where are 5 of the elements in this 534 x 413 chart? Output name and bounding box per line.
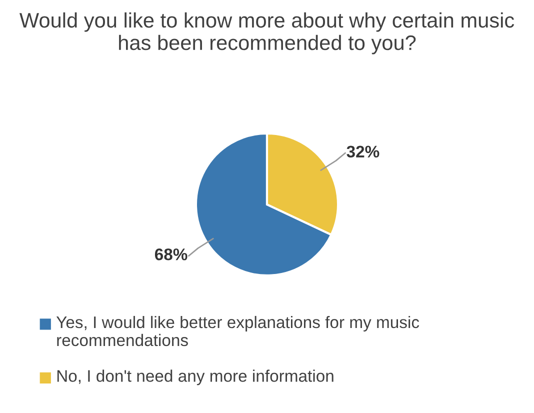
data-label: 68%: [154, 248, 188, 260]
chart-title: Would you like to know more about why certain music has been recommended to you?: [19, 12, 514, 54]
data-label: 32%: [346, 146, 380, 158]
legend-label: Yes, I would like better explanations for my music recommendations: [56, 316, 420, 346]
legend-label: No, I don't need any more information: [57, 370, 334, 386]
